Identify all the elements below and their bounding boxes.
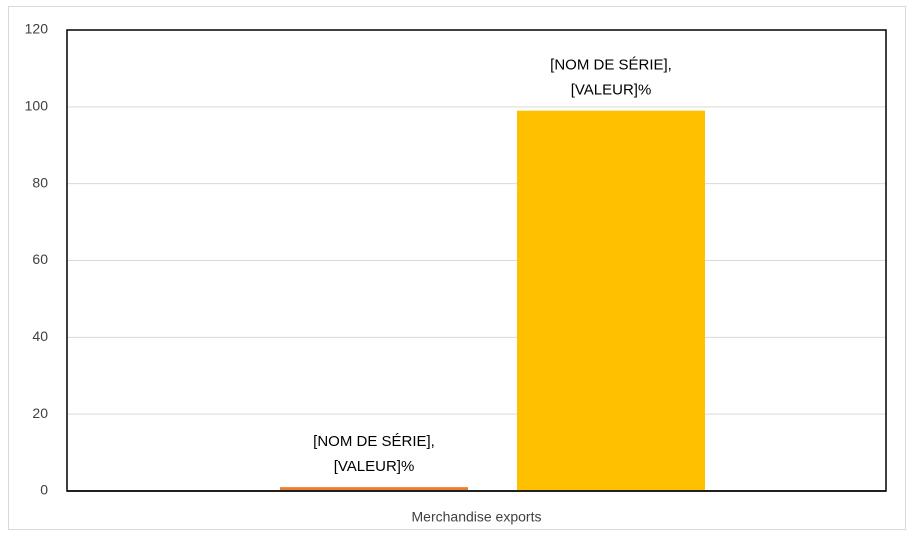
y-tick-label: 100 [25, 98, 49, 114]
bar [517, 110, 705, 492]
y-tick-label: 80 [32, 174, 48, 190]
data-label: [VALEUR]% [334, 458, 415, 475]
y-tick-label: 60 [32, 251, 48, 267]
y-tick-label: 40 [32, 328, 48, 344]
y-tick-label: 20 [32, 405, 48, 421]
y-tick-label: 120 [25, 21, 49, 37]
data-label: [NOM DE SÉRIE], [550, 57, 672, 74]
plot-border [66, 29, 887, 492]
data-label: [VALEUR]% [571, 82, 652, 99]
bar [280, 487, 468, 491]
x-tick-label: Merchandise exports [412, 509, 542, 525]
chart-frame [8, 6, 906, 530]
y-tick-label: 0 [40, 482, 48, 498]
data-label: [NOM DE SÉRIE], [313, 433, 435, 450]
